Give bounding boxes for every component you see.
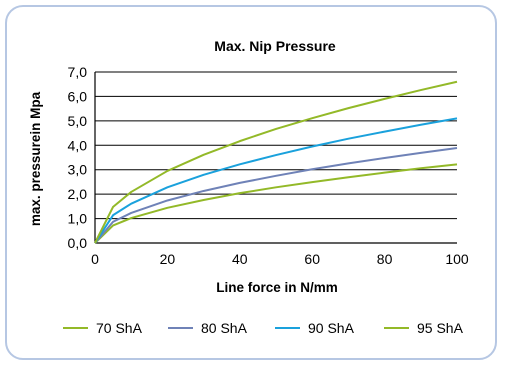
series-lines — [94, 80, 458, 244]
y-tick-label: 7,0 — [68, 64, 88, 80]
x-axis-label: Line force in N/mm — [216, 280, 338, 295]
y-tick-label: 0,0 — [68, 235, 88, 251]
series-line-90-sha — [94, 117, 458, 244]
y-tick-label: 3,0 — [68, 162, 88, 178]
y-tick-label: 1,0 — [68, 211, 88, 227]
legend-label-95-sha: 95 ShA — [417, 320, 464, 336]
y-axis-label: max. pressurein Mpa — [28, 91, 43, 226]
x-tick-label: 80 — [377, 251, 393, 267]
axes — [94, 72, 457, 244]
x-tick-label: 60 — [304, 251, 320, 267]
y-tick-label: 6,0 — [68, 88, 88, 104]
y-tick-labels: 0,0 1,0 2,0 3,0 4,0 5,0 6,0 7,0 — [68, 64, 88, 251]
x-tick-label: 20 — [160, 251, 176, 267]
y-tick-label: 2,0 — [68, 186, 88, 202]
x-tick-label: 40 — [232, 251, 248, 267]
x-tick-labels: 0 20 40 60 80 100 — [91, 251, 469, 267]
legend-label-80-sha: 80 ShA — [201, 320, 248, 336]
x-tick-label: 100 — [445, 251, 469, 267]
legend-label-90-sha: 90 ShA — [308, 320, 355, 336]
series-line-95-sha — [94, 80, 458, 244]
y-tick-label: 5,0 — [68, 113, 88, 129]
series-line-80-sha — [94, 146, 458, 244]
chart-card — [5, 5, 497, 360]
series-line-70-sha — [94, 163, 458, 244]
legend-label-70-sha: 70 ShA — [96, 320, 143, 336]
y-tick-label: 4,0 — [68, 137, 88, 153]
legend: 70 ShA 80 ShA 90 ShA 95 ShA — [63, 320, 464, 336]
x-tick-label: 0 — [91, 251, 99, 267]
chart-title: Max. Nip Pressure — [214, 38, 336, 54]
